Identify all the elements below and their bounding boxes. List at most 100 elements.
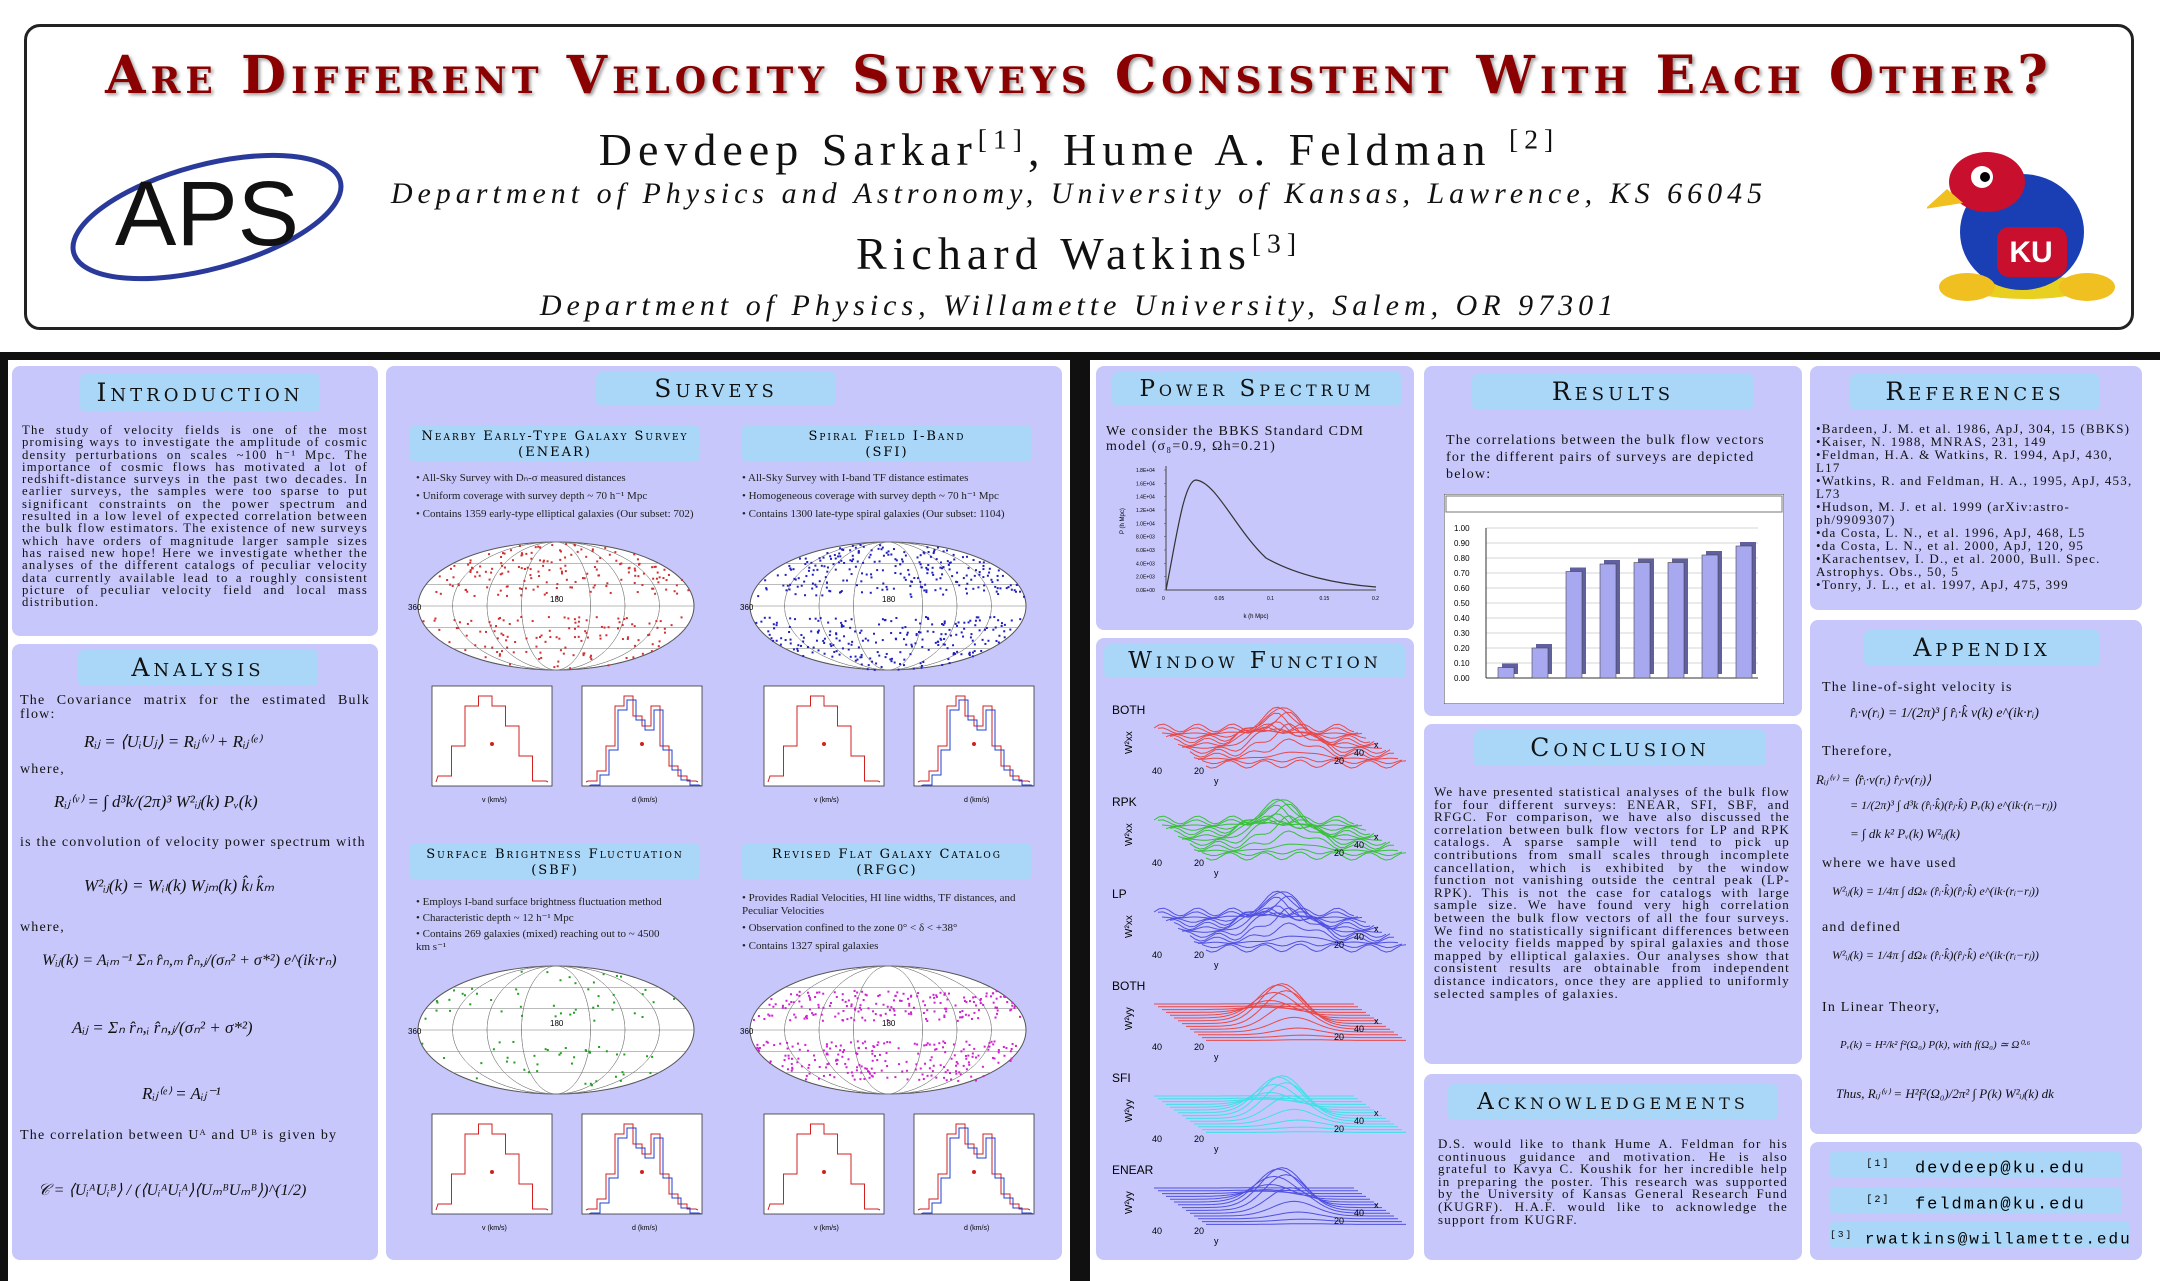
sky-map-galaxy	[609, 591, 612, 594]
histogram-outline	[767, 695, 881, 783]
sky-map-galaxy	[550, 561, 553, 564]
sky-map-galaxy	[808, 566, 811, 569]
sky-map-galaxy	[821, 594, 824, 597]
appendix-panel: Appendix The line-of-sight velocity is r…	[1810, 620, 2142, 1134]
sky-map-galaxy	[841, 993, 844, 996]
sky-map-galaxy	[898, 999, 901, 1002]
window-function-surface	[1153, 798, 1407, 861]
sky-map-galaxy	[991, 581, 994, 584]
sky-map-galaxy	[563, 616, 566, 619]
reference-item: •Watkins, R. and Feldman, H. A., 1995, A…	[1816, 473, 2133, 501]
window-function-axis-label: 40	[1152, 1226, 1162, 1236]
results-ytick: 0.20	[1454, 644, 1470, 653]
sky-map-galaxy	[823, 565, 826, 568]
sky-map-galaxy	[919, 662, 922, 665]
email-sarkar[interactable]: [1] devdeep@ku.edu	[1830, 1152, 2122, 1179]
sky-map-galaxy	[554, 1015, 557, 1018]
sky-map-galaxy	[498, 653, 501, 656]
sky-map-galaxy	[860, 663, 863, 666]
sky-map-galaxy	[907, 569, 910, 572]
sky-map-galaxy	[977, 1054, 980, 1057]
sky-map-galaxy	[939, 587, 942, 590]
sky-map-galaxy	[968, 1000, 971, 1003]
sky-map-galaxy	[843, 1049, 846, 1052]
sky-map-galaxy	[939, 1002, 942, 1005]
sky-map-galaxy	[934, 641, 937, 644]
sky-map-galaxy	[1019, 618, 1022, 621]
sky-map-galaxy	[829, 1073, 832, 1076]
sky-map-galaxy	[542, 559, 545, 562]
sky-map-galaxy	[613, 1001, 616, 1004]
sky-map-galaxy	[965, 592, 968, 595]
sky-map-label-left: 360	[740, 1027, 754, 1036]
histogram-outline	[767, 1123, 881, 1211]
sky-map-galaxy	[475, 1077, 478, 1080]
sky-map-galaxy	[797, 577, 800, 580]
histogram-outline	[435, 1123, 549, 1211]
sky-map-galaxy	[800, 633, 803, 636]
window-function-mesh-line	[1206, 1223, 1406, 1225]
sky-map-galaxy	[822, 1006, 825, 1009]
sky-map-galaxy	[904, 1010, 907, 1013]
histogram-mean-point	[972, 742, 976, 746]
sky-map-galaxy	[915, 633, 918, 636]
email-watkins[interactable]: [3] rwatkins@willamette.edu	[1830, 1222, 2130, 1248]
window-function-zlabel: W²xx	[1124, 915, 1135, 938]
email-feldman[interactable]: [2] feldman@ku.edu	[1830, 1188, 2122, 1215]
sky-map-galaxy	[991, 992, 994, 995]
sky-map-galaxy	[825, 586, 828, 589]
sky-map-galaxy	[993, 616, 996, 619]
sky-map-galaxy	[574, 1008, 577, 1011]
sky-map-galaxy	[956, 571, 959, 574]
sky-map-galaxy	[634, 569, 637, 572]
sky-map-galaxy	[944, 1007, 947, 1010]
sky-map-galaxy	[936, 546, 939, 549]
sky-map-galaxy	[887, 553, 890, 556]
rfgc-bullet-3: • Contains 1327 spiral galaxies	[742, 940, 879, 952]
sky-map-galaxy	[965, 1057, 968, 1060]
sky-map-galaxy	[917, 1052, 920, 1055]
power-spectrum-plot: P (h Mpc) k (h Mpc) 1.8E+041.6E+041.4E+0…	[1120, 466, 1379, 620]
window-function-mesh-line	[1165, 820, 1367, 831]
sky-map-galaxy	[967, 621, 970, 624]
sky-map-galaxy	[943, 622, 946, 625]
sky-map-galaxy	[623, 1053, 626, 1056]
sky-map-galaxy	[651, 1055, 654, 1058]
window-function-zlabel: W²xx	[1124, 731, 1135, 754]
sky-map-galaxy	[885, 652, 888, 655]
sky-map-galaxy	[773, 1044, 776, 1047]
sky-map-galaxy	[982, 1003, 985, 1006]
sky-map-galaxy	[802, 636, 805, 639]
sky-map-galaxy	[805, 1074, 808, 1077]
sky-map-galaxy	[993, 1040, 996, 1043]
sky-map-galaxy	[589, 1051, 592, 1054]
sky-map-galaxy	[862, 999, 865, 1002]
sky-map-galaxy	[553, 666, 556, 669]
sky-map-galaxy	[901, 560, 904, 563]
sky-map-galaxy	[892, 548, 895, 551]
sky-map-galaxy	[768, 633, 771, 636]
sky-map-galaxy	[933, 548, 936, 551]
sky-map-galaxy	[881, 569, 884, 572]
sky-map-galaxy	[665, 579, 668, 582]
sky-map-galaxy	[800, 1065, 803, 1068]
window-function-mesh-line	[1201, 848, 1403, 857]
sky-map-galaxy	[922, 1077, 925, 1080]
sky-map-galaxy	[551, 544, 554, 547]
sky-map-galaxy	[500, 1010, 503, 1013]
sky-map-galaxy	[956, 581, 959, 584]
sky-map-galaxy	[921, 638, 924, 641]
sky-map-galaxy	[846, 1018, 849, 1021]
sky-map-galaxy	[1009, 1009, 1012, 1012]
sky-map-galaxy	[840, 623, 843, 626]
window-function-mesh-line	[1193, 830, 1394, 852]
sky-map-galaxy	[990, 578, 993, 581]
window-function-mesh-line	[1166, 1097, 1366, 1105]
jayhawk-logo: KU	[1927, 152, 2115, 301]
sky-map-galaxy	[968, 654, 971, 657]
sky-map-galaxy	[944, 1071, 947, 1074]
sky-map-galaxy	[802, 640, 805, 643]
sky-map-galaxy	[438, 628, 441, 631]
sky-map-galaxy	[920, 585, 923, 588]
histogram-mean-point	[490, 1170, 494, 1174]
